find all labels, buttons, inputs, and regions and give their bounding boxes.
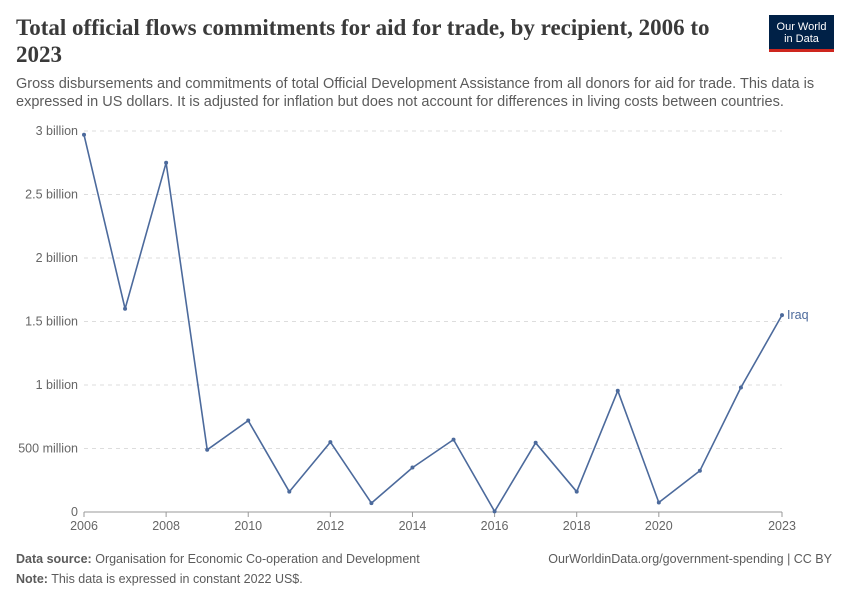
series-line-iraq — [83, 134, 783, 513]
data-point — [164, 160, 169, 165]
x-tick-label: 2016 — [481, 519, 509, 533]
y-tick-label: 1 billion — [36, 378, 78, 392]
x-tick-label: 2008 — [152, 519, 180, 533]
data-point — [410, 465, 415, 470]
x-tick-label: 2012 — [316, 519, 344, 533]
data-point — [492, 509, 497, 514]
y-tick-label: 3 billion — [36, 124, 78, 138]
data-point — [123, 306, 128, 311]
chart-title: Total official flows commitments for aid… — [16, 15, 710, 67]
x-tick-label: 2006 — [70, 519, 98, 533]
x-tick-label: 2010 — [234, 519, 262, 533]
data-point — [451, 437, 456, 442]
data-point — [697, 468, 702, 473]
x-tick-label: 2020 — [645, 519, 673, 533]
data-point — [533, 440, 538, 445]
data-point — [780, 313, 784, 318]
x-tick-label: 2018 — [563, 519, 591, 533]
data-point — [205, 447, 210, 452]
data-point — [615, 388, 620, 393]
data-point — [738, 385, 743, 390]
y-tick-label: 500 million — [18, 442, 78, 456]
y-tick-label: 1.5 billion — [25, 315, 78, 329]
y-tick-label: 2.5 billion — [25, 188, 78, 202]
data-point — [328, 440, 333, 445]
y-tick-label: 2 billion — [36, 251, 78, 265]
logo-line-2: in Data — [784, 33, 819, 45]
series-label: Iraq — [787, 308, 809, 322]
footer-sources: Data source: Organisation for Economic C… — [16, 549, 420, 589]
note-line: Note: This data is expressed in constant… — [16, 569, 420, 589]
x-tick-label: 2014 — [399, 519, 427, 533]
data-source-link[interactable]: Organisation for Economic Co-operation a… — [95, 552, 420, 566]
data-point — [369, 501, 374, 506]
data-point — [246, 418, 251, 423]
note-text: This data is expressed in constant 2022 … — [51, 572, 303, 586]
note-label: Note: — [16, 572, 48, 586]
data-source-label: Data source: — [16, 552, 92, 566]
footer-credit-link[interactable]: OurWorldinData.org/government-spending |… — [548, 552, 832, 566]
logo-line-1: Our World — [776, 21, 827, 33]
owid-logo[interactable]: Our World in Data — [769, 15, 834, 52]
data-point — [82, 132, 86, 137]
data-point — [287, 489, 292, 494]
data-source-line: Data source: Organisation for Economic C… — [16, 549, 420, 569]
x-tick-label: 2023 — [768, 519, 796, 533]
y-tick-label: 0 — [71, 505, 78, 519]
data-point — [656, 500, 661, 505]
data-point — [574, 489, 579, 494]
chart-subtitle: Gross disbursements and commitments of t… — [16, 76, 815, 110]
line-chart: 0 500 million 1 billion 1.5 billion 2 billio… — [18, 124, 809, 533]
